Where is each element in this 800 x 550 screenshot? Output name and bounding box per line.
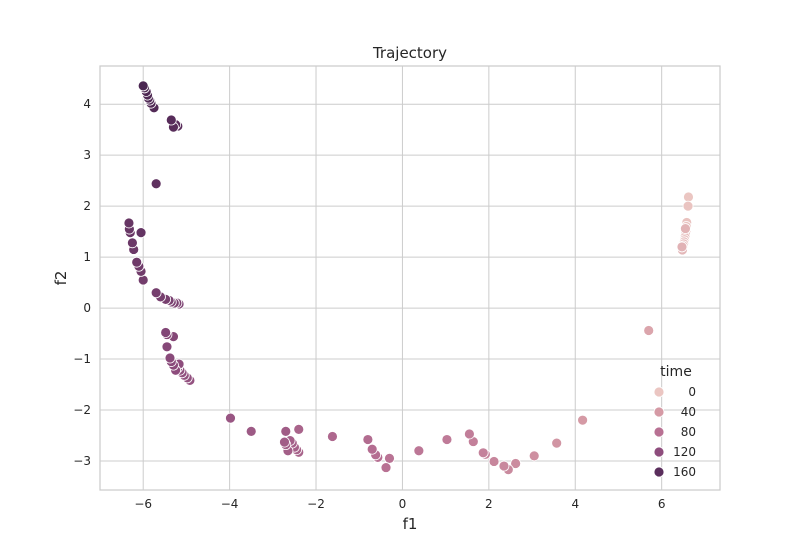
data-point	[123, 217, 135, 229]
data-point	[643, 325, 655, 336]
y-axis-label: f2	[52, 271, 70, 286]
data-point	[245, 425, 257, 437]
grid	[100, 66, 720, 490]
data-point	[362, 434, 374, 445]
data-point	[150, 178, 162, 190]
y-tick-label: −2	[73, 403, 91, 417]
x-axis-label: f1	[403, 515, 418, 533]
data-point	[477, 447, 489, 459]
data-point	[682, 200, 694, 212]
data-point	[577, 414, 589, 426]
y-tick-label: 0	[83, 301, 91, 315]
y-tick-label: 2	[83, 199, 91, 213]
data-point	[676, 241, 688, 253]
x-tick-label: −4	[221, 497, 239, 511]
legend-marker	[653, 426, 665, 438]
data-point	[279, 436, 290, 448]
x-tick-label: 4	[571, 497, 579, 511]
data-point	[164, 352, 176, 364]
data-point	[293, 423, 305, 435]
data-point	[384, 453, 395, 464]
data-point	[551, 437, 563, 449]
x-tick-label: 0	[399, 497, 407, 511]
legend-label: 80	[681, 425, 696, 439]
data-point	[161, 341, 173, 353]
legend-marker	[653, 386, 665, 398]
data-point	[680, 223, 691, 234]
plot-frame	[99, 65, 721, 491]
chart-title: Trajectory	[372, 44, 447, 62]
data-point	[464, 428, 475, 440]
y-tick-label: −1	[73, 352, 91, 366]
data-point	[498, 460, 510, 472]
legend-marker	[653, 406, 665, 418]
data-point	[127, 237, 138, 249]
data-point	[441, 434, 453, 445]
y-tick-label: 4	[83, 97, 91, 111]
legend-marker	[653, 466, 665, 478]
data-point	[165, 114, 177, 126]
data-point	[135, 227, 147, 239]
x-tick-label: 6	[658, 497, 666, 511]
data-point	[280, 425, 292, 437]
legend-marker	[653, 446, 665, 458]
data-point	[510, 458, 522, 469]
data-point	[488, 456, 500, 467]
legend: time 0 40 80 120 160	[653, 364, 696, 479]
y-tick-label: −3	[73, 454, 91, 468]
data-point	[327, 431, 338, 442]
data-point	[150, 287, 162, 299]
y-tick-label: 1	[83, 250, 91, 264]
legend-entries: 0 40 80 120 160	[653, 385, 696, 479]
x-tick-label: 2	[485, 497, 493, 511]
data-point	[137, 80, 149, 92]
legend-label: 120	[673, 445, 696, 459]
data-point	[366, 443, 378, 455]
x-tick-label: −6	[134, 497, 152, 511]
legend-label: 160	[673, 465, 696, 479]
data-point	[413, 445, 425, 457]
data-point	[380, 462, 392, 473]
legend-label: 0	[688, 385, 696, 399]
x-tick-labels: −6 −4 −2 0 2 4 6	[134, 497, 665, 511]
data-point	[225, 412, 236, 424]
y-tick-label: 3	[83, 148, 91, 162]
data-point	[683, 191, 694, 203]
x-tick-label: −2	[307, 497, 325, 511]
data-points	[123, 80, 694, 476]
data-point	[160, 327, 172, 338]
legend-label: 40	[681, 405, 696, 419]
data-point	[528, 450, 540, 462]
data-point	[131, 256, 143, 268]
legend-title: time	[660, 364, 692, 380]
y-tick-labels: −3 −2 −1 0 1 2 3 4	[73, 97, 91, 468]
